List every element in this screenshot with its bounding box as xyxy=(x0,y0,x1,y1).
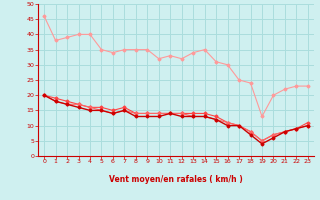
X-axis label: Vent moyen/en rafales ( km/h ): Vent moyen/en rafales ( km/h ) xyxy=(109,175,243,184)
